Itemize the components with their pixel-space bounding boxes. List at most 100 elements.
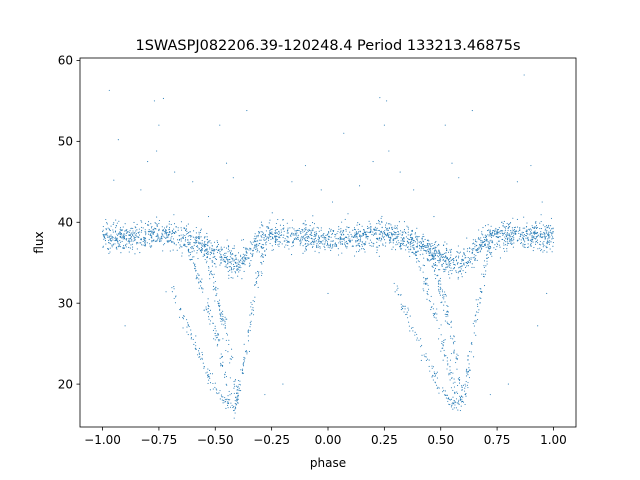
data-point	[506, 234, 508, 236]
data-point	[326, 243, 329, 245]
data-point	[533, 227, 535, 229]
data-point	[161, 226, 163, 228]
data-point	[233, 409, 235, 411]
data-point	[512, 230, 514, 232]
data-point	[512, 236, 514, 238]
data-point	[123, 247, 125, 249]
data-point	[235, 403, 238, 405]
data-point	[235, 385, 237, 387]
data-point	[449, 373, 451, 375]
data-point	[332, 230, 334, 232]
data-point	[232, 356, 234, 359]
data-point	[187, 223, 189, 225]
data-point	[187, 248, 189, 250]
data-point	[472, 248, 474, 250]
data-point	[243, 256, 245, 258]
data-point	[529, 231, 532, 233]
data-point	[353, 235, 356, 237]
data-point	[445, 313, 448, 316]
data-point	[534, 243, 537, 245]
data-point	[145, 240, 147, 242]
data-point	[480, 237, 482, 239]
data-point	[226, 162, 228, 164]
data-point	[467, 359, 469, 361]
data-point	[475, 255, 477, 257]
data-point	[188, 251, 190, 253]
data-point	[443, 296, 445, 298]
data-point	[388, 231, 390, 234]
data-point	[227, 395, 229, 397]
data-point	[293, 233, 295, 235]
data-point	[347, 227, 349, 229]
data-point	[477, 318, 479, 321]
data-point	[341, 252, 343, 254]
data-point	[190, 334, 192, 336]
data-point	[166, 237, 168, 239]
data-point	[448, 264, 450, 266]
data-point	[164, 231, 166, 233]
data-point	[447, 364, 449, 366]
data-point	[229, 362, 231, 364]
data-point	[548, 234, 550, 236]
data-point	[174, 302, 176, 304]
data-point	[217, 334, 220, 336]
data-point	[132, 232, 134, 234]
data-point	[221, 396, 223, 398]
data-point	[531, 240, 533, 242]
data-point	[450, 371, 452, 374]
data-point	[520, 239, 522, 241]
data-point	[511, 231, 513, 233]
data-point	[457, 409, 459, 411]
data-point	[446, 304, 448, 307]
data-point	[193, 242, 195, 244]
data-point	[358, 239, 360, 241]
data-point	[104, 240, 106, 242]
data-point	[345, 240, 348, 242]
data-point	[375, 246, 377, 248]
data-point	[358, 223, 360, 225]
data-point	[224, 376, 226, 378]
data-point	[458, 267, 460, 269]
x-axis-label: phase	[310, 456, 346, 470]
data-point	[462, 401, 465, 403]
data-point	[372, 231, 374, 233]
data-point	[244, 264, 246, 266]
data-point	[378, 222, 380, 224]
data-point	[198, 238, 200, 240]
data-point	[177, 242, 180, 244]
data-point	[317, 238, 319, 240]
data-point	[357, 240, 359, 242]
data-point	[121, 234, 123, 236]
data-point	[482, 275, 485, 278]
data-point	[410, 240, 412, 242]
data-point	[429, 301, 431, 303]
data-point	[440, 334, 442, 336]
data-point	[362, 243, 364, 245]
data-point	[201, 249, 203, 251]
data-point	[259, 243, 261, 245]
data-point	[422, 253, 424, 255]
data-point	[319, 247, 321, 249]
data-point	[518, 232, 520, 234]
y-tick-label: 50	[58, 135, 73, 149]
data-point	[301, 229, 303, 231]
data-point	[232, 258, 234, 260]
data-point	[497, 237, 500, 239]
data-point	[315, 240, 317, 242]
data-point	[299, 243, 301, 245]
data-point	[243, 343, 245, 345]
data-point	[275, 235, 277, 238]
data-point	[206, 236, 208, 238]
data-point	[216, 335, 218, 337]
data-point	[358, 242, 360, 244]
data-point	[521, 231, 523, 233]
data-point	[122, 235, 124, 238]
data-point	[207, 251, 209, 254]
data-point	[414, 334, 416, 336]
data-point	[464, 257, 466, 259]
data-point	[441, 264, 443, 266]
data-point	[483, 266, 485, 268]
data-point	[232, 253, 234, 255]
data-point	[533, 231, 535, 233]
data-point	[433, 315, 435, 317]
